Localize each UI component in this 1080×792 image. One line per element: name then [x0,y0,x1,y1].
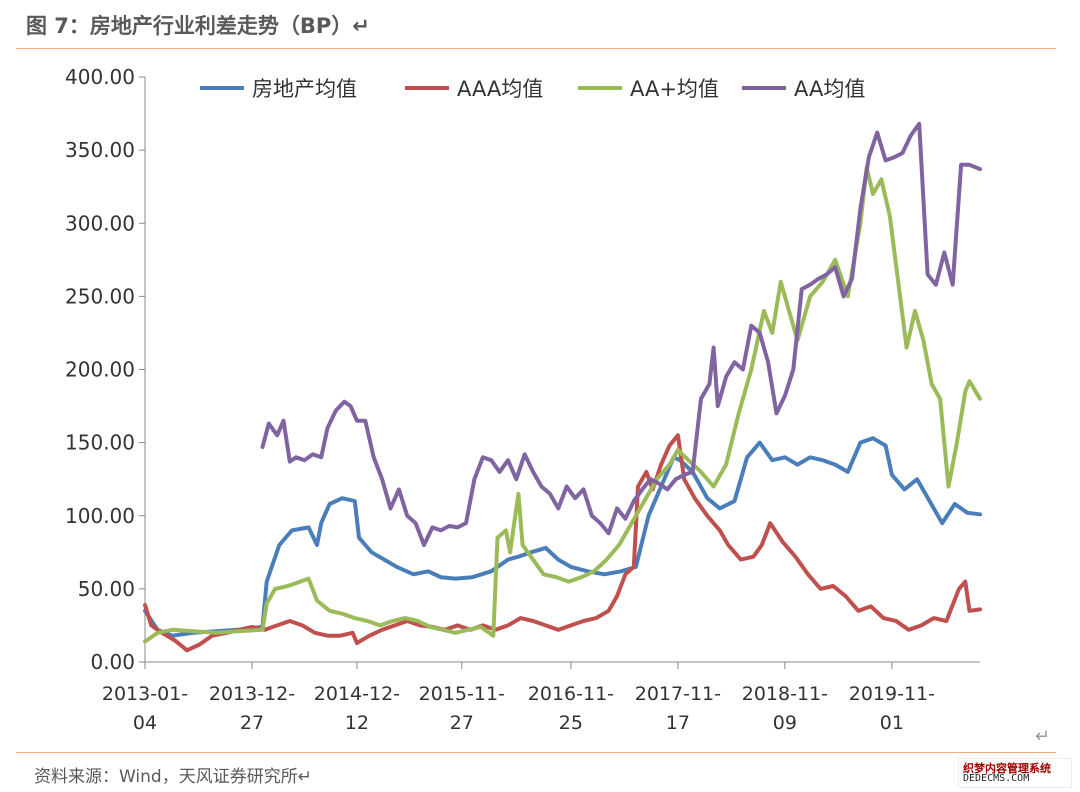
series-line-2 [143,433,982,653]
x-tick-label: 2014-12- [314,683,400,705]
legend: 房地产均值 AAA均值 AA+均值 AA均值 [200,77,865,101]
y-tick-label: 0.00 [90,650,135,674]
series-layer [143,121,982,653]
legend-label: AAA均值 [457,77,543,101]
watermark-logo: 织梦内容管理系统 DEDECMS.COM [958,758,1072,788]
watermark-line1: 织梦内容管理系统 [963,762,1051,775]
y-tick-label: 100.00 [65,504,135,528]
series-line-1 [143,436,982,638]
x-tick-label-day: 01 [880,712,904,734]
figure-title: 图 7：房地产行业利差走势（BP）↵ [26,14,370,38]
x-tick-label: 2013-12- [209,683,295,705]
x-tick-label-day: 17 [666,712,690,734]
x-tick-label-day: 09 [773,712,797,734]
y-tick-label: 50.00 [78,577,135,601]
y-tick-label: 250.00 [65,284,135,308]
y-tick-label: 200.00 [65,358,135,382]
x-tick-label: 2015-11- [419,683,505,705]
series-line-3 [143,165,982,644]
x-tick-label-day: 12 [345,712,369,734]
y-tick-label: 400.00 [65,65,135,89]
source-note: 资料来源：Wind，天风证券研究所↵ [34,767,312,787]
footer-divider [16,752,1056,753]
x-tick-label-day: 04 [133,712,157,734]
y-tick-label: 300.00 [65,211,135,235]
x-tick-label: 2013-01- [102,683,188,705]
legend-label: AA均值 [794,77,865,101]
x-tick-label: 2019-11- [849,683,935,705]
x-tick-label-day: 25 [559,712,583,734]
y-axis: 0.00 50.00 100.00 150.00 200.00 250.00 300.00 3… [65,65,146,674]
report-header: 图 7：房地产行业利差走势（BP）↵ [0,0,1080,48]
x-tick-label-day: 27 [240,712,264,734]
x-tick-label: 2017-11- [635,683,721,705]
legend-label: AA+均值 [630,77,719,101]
line-chart: 0.00 50.00 100.00 150.00 200.00 250.00 300.00 3… [65,65,982,734]
y-tick-label: 350.00 [65,138,135,162]
title-divider [16,48,1056,49]
watermark-line2: DEDECMS.COM [963,773,1030,784]
y-tick-label: 150.00 [65,431,135,455]
return-mark: ↵ [1034,726,1050,747]
x-tick-label: 2018-11- [742,683,828,705]
x-axis: 2013-01- 04 2013-12- 27 2014-12- 12 2015-11- 27… [102,661,980,734]
x-tick-label-day: 27 [450,712,474,734]
x-tick-label: 2016-11- [528,683,614,705]
series-line-4 [260,121,982,547]
legend-label: 房地产均值 [252,77,357,101]
